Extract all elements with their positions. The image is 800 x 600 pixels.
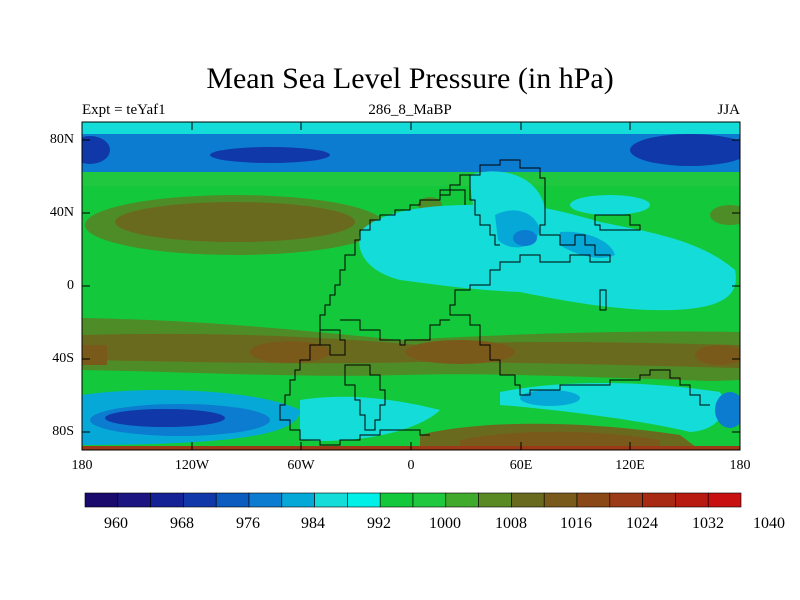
colorbar-label: 1040 bbox=[753, 515, 785, 532]
north-green-band bbox=[82, 172, 740, 186]
colorbar-label: 960 bbox=[104, 515, 128, 532]
colorbar-box bbox=[576, 492, 611, 508]
colorbar-box bbox=[412, 492, 447, 508]
coast-inner-b bbox=[439, 189, 466, 205]
coast-inner-c bbox=[340, 319, 450, 346]
colorbar-box bbox=[117, 492, 151, 508]
north-high-core bbox=[115, 202, 355, 242]
north-low-core bbox=[82, 134, 740, 172]
colorbar-box bbox=[183, 492, 217, 508]
west-arctic-low bbox=[82, 136, 110, 164]
island-north bbox=[594, 214, 641, 231]
x-tick-180e: 180 bbox=[729, 458, 751, 473]
colorbar-box bbox=[609, 492, 643, 508]
x-tick-0: 0 bbox=[407, 458, 415, 473]
antarctic-high-core bbox=[460, 431, 660, 450]
colorbar-label: 1016 bbox=[560, 515, 592, 532]
colorbar-box bbox=[314, 492, 348, 508]
colorbar-box bbox=[675, 492, 709, 508]
x-tick-120e: 120E bbox=[615, 458, 645, 473]
x-tick-60e: 60E bbox=[509, 458, 533, 473]
colorbar-label: 976 bbox=[236, 515, 260, 532]
y-tick-80n: 80N bbox=[49, 132, 74, 147]
colorbar-box bbox=[347, 492, 381, 508]
coastlines bbox=[279, 159, 710, 446]
experiment-label: Expt = teYaf1 bbox=[82, 102, 166, 118]
colorbar-label: 1032 bbox=[692, 515, 724, 532]
east-south-low bbox=[715, 392, 740, 428]
colorbar-box bbox=[215, 492, 250, 508]
south-pacific-deep-low bbox=[105, 409, 225, 427]
colorbar-label: 968 bbox=[170, 515, 194, 532]
south-high-core-c bbox=[695, 345, 740, 365]
y-tick-0: 0 bbox=[67, 278, 74, 293]
axis-ticks bbox=[82, 122, 740, 450]
coast-west bbox=[279, 174, 470, 446]
colorbar-box bbox=[379, 492, 414, 508]
colorbar-box bbox=[150, 492, 184, 508]
y-tick-40s: 40S bbox=[52, 351, 74, 366]
east-high bbox=[710, 205, 740, 225]
pacific-arctic-low bbox=[630, 134, 740, 166]
colorbar-label: 1008 bbox=[495, 515, 527, 532]
x-tick-180w: 180 bbox=[71, 458, 93, 473]
colorbar-box bbox=[543, 492, 578, 508]
colorbar-box bbox=[445, 492, 479, 508]
south-indian-low-core bbox=[520, 390, 580, 406]
arctic-low bbox=[210, 147, 330, 163]
colorbar-label: 1024 bbox=[626, 515, 658, 532]
x-tick-60w: 60W bbox=[287, 458, 315, 473]
south-high-core-d bbox=[82, 345, 107, 365]
colorbar-box bbox=[478, 492, 512, 508]
x-tick-120w: 120W bbox=[174, 458, 210, 473]
colorbar-box bbox=[707, 492, 742, 508]
south-high-core-a bbox=[250, 341, 330, 363]
coast-inner-a bbox=[469, 175, 500, 246]
colorbar-box bbox=[84, 492, 119, 508]
colorbar-box bbox=[511, 492, 545, 508]
coast-inner-d bbox=[344, 364, 386, 431]
y-tick-80s: 80S bbox=[52, 424, 74, 439]
colorbar bbox=[84, 492, 742, 508]
pressure-field bbox=[82, 122, 740, 450]
island-equator bbox=[599, 289, 607, 311]
continental-low bbox=[359, 203, 736, 311]
colorbar-box bbox=[281, 492, 315, 508]
y-tick-40n: 40N bbox=[49, 205, 74, 220]
colorbar-box bbox=[248, 492, 283, 508]
colorbar-label: 984 bbox=[301, 515, 325, 532]
island-south bbox=[319, 329, 346, 356]
period-label: 286_8_MaBP bbox=[368, 102, 452, 118]
colorbar-label: 1000 bbox=[429, 515, 461, 532]
north-pacific-cyan bbox=[570, 195, 650, 215]
colorbar-label: 992 bbox=[367, 515, 391, 532]
season-label: JJA bbox=[717, 102, 740, 118]
colorbar-box bbox=[642, 492, 676, 508]
coast-east bbox=[449, 159, 710, 406]
map-title: Mean Sea Level Pressure (in hPa) bbox=[206, 62, 614, 95]
south-atlantic-low bbox=[300, 396, 440, 441]
asia-deep-low bbox=[513, 230, 537, 246]
south-high-core-b bbox=[405, 340, 515, 364]
